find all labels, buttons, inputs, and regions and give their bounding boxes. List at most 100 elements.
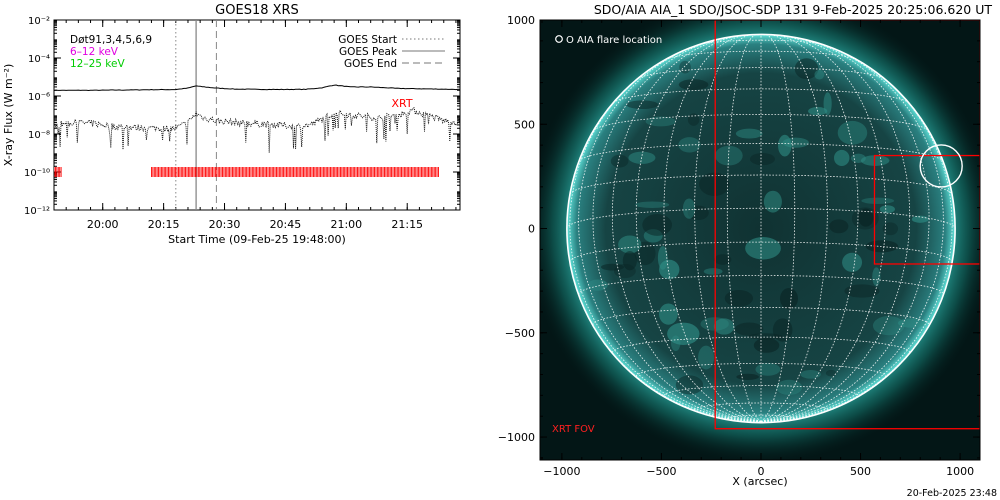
- solar-surface-patch: [755, 363, 781, 376]
- solar-surface-patch: [659, 259, 680, 280]
- solar-surface-patch: [715, 145, 743, 166]
- goes-legend-right-label: GOES Start: [338, 34, 397, 46]
- aia-y-tick-label: 1000: [507, 14, 535, 27]
- goes-y-tick-label: 10⁻¹⁰: [24, 168, 50, 179]
- solar-surface-patch: [713, 254, 732, 265]
- solar-surface-patch: [837, 120, 868, 145]
- aia-x-axis: −1000 −500 0 500 1000: [541, 20, 981, 478]
- grid-longitude-line: [760, 34, 859, 422]
- goes-x-tick-label: 20:15: [148, 218, 180, 231]
- grid-longitude-line: [578, 42, 762, 422]
- solar-surface-patch: [778, 134, 792, 157]
- solar-surface-patch: [622, 251, 637, 271]
- solar-surface-patch: [842, 252, 863, 272]
- grid-latitude-line: [578, 142, 944, 162]
- grid-longitude-line: [760, 35, 887, 422]
- solar-surface-patch: [675, 375, 704, 395]
- solar-surface-patch: [713, 318, 735, 335]
- goes-x-tick-label: 21:00: [330, 218, 362, 231]
- aia-y-tick-label: −1000: [498, 431, 535, 444]
- aia-y-axis: 1000 500 0 −500 −1000: [498, 14, 980, 459]
- solar-surface-patch: [678, 79, 709, 91]
- solar-surface-patch: [776, 379, 803, 395]
- solar-surface-patch: [780, 287, 798, 310]
- aia-y-tick-label: 0: [528, 223, 535, 236]
- grid-longitude-line: [760, 34, 828, 422]
- solar-surface-patch: [861, 197, 895, 205]
- solar-surface-patch: [635, 201, 670, 208]
- solar-surface-patch: [643, 229, 663, 243]
- solar-surface-patch: [763, 190, 782, 213]
- solar-surface-patch: [736, 373, 760, 380]
- aia-image-panel: SDO/AIA AIA_1 SDO/JSOC-SDP 131 9-Feb-202…: [498, 2, 993, 488]
- solar-surface-patch: [587, 279, 608, 291]
- goes-x-tick-label: 21:15: [391, 218, 423, 231]
- solar-surface-patch: [879, 205, 895, 214]
- goes-legend-left-item: 12–25 keV: [70, 58, 125, 70]
- solar-surface-patch: [667, 322, 700, 345]
- goes-y-tick-label: 10⁻²: [28, 16, 50, 27]
- grid-longitude-line: [694, 34, 762, 422]
- goes-x-tick-label: 20:30: [209, 218, 241, 231]
- goes-legend-left-item: Døt91,3,4,5,6,9: [70, 34, 152, 46]
- solar-surface-patch: [753, 337, 780, 353]
- grid-longitude-line: [569, 64, 762, 422]
- grid-latitude-line: [697, 39, 825, 46]
- goes-series: [54, 84, 460, 153]
- goes-y-tick-label: 10⁻⁶: [28, 92, 50, 103]
- solar-surface-patch: [858, 208, 874, 227]
- goes-x-tick-label: 20:45: [270, 218, 302, 231]
- goes-x-axis: 20:00 20:15 20:30 20:45 21:00 21:15: [53, 20, 457, 231]
- grid-longitude-line: [760, 37, 930, 422]
- solar-surface-patch: [626, 100, 659, 110]
- solar-surface-patch: [782, 137, 809, 148]
- solar-surface-patch: [860, 155, 890, 166]
- goes-y-tick-label: 10⁻⁸: [28, 130, 50, 141]
- aia-y-tick-label: 500: [514, 118, 535, 131]
- grid-longitude-line: [611, 36, 762, 422]
- aia-x-tick-label: 500: [850, 465, 871, 478]
- grid-longitude-line: [760, 34, 796, 422]
- goes-legend-right-label: GOES Peak: [339, 46, 398, 58]
- goes-y-axis-label: X-ray Flux (W m⁻²): [2, 64, 15, 166]
- goes-chart-title: GOES18 XRS: [215, 3, 299, 18]
- aia-y-tick-label: −500: [505, 327, 535, 340]
- goes-series-short: [54, 107, 460, 153]
- grid-longitude-line: [592, 37, 762, 422]
- goes-xrs-panel: GOES18 XRS 10⁻² 10⁻⁴ 10⁻⁶ 10⁻⁸ 10⁻¹⁰ 10⁻¹² 20…: [2, 3, 461, 246]
- aia-x-tick-label: −500: [646, 465, 676, 478]
- solar-surface-patch: [698, 345, 715, 370]
- xrt-coverage-marks: [54, 167, 439, 177]
- xrt-fov-box: [714, 20, 980, 430]
- solar-surface-patch: [872, 267, 881, 286]
- solar-surface-patch: [872, 316, 905, 336]
- goes-event-lines: [175, 20, 217, 210]
- grid-latitude-line: [694, 402, 828, 411]
- solar-surface-patch: [645, 116, 676, 127]
- grid-longitude-line: [726, 34, 762, 422]
- goes-y-axis: 10⁻² 10⁻⁴ 10⁻⁶ 10⁻⁸ 10⁻¹⁰ 10⁻¹²: [24, 16, 460, 217]
- solar-surface-patch: [800, 369, 821, 379]
- solar-surface-patch: [844, 284, 880, 298]
- solar-surface-patch: [911, 215, 929, 223]
- footer-timestamp: 20-Feb-2025 23:48: [907, 488, 997, 499]
- solar-surface-patch: [882, 222, 899, 236]
- aia-x-tick-label: 0: [757, 465, 764, 478]
- aia-legend-label: O AIA flare location: [566, 35, 662, 46]
- solar-surface-patch: [724, 290, 754, 307]
- solar-surface-patch: [825, 369, 837, 377]
- solar-surface-patch: [833, 149, 850, 167]
- goes-legend-left-item: 6–12 keV: [70, 46, 119, 58]
- xrt-label: XRT: [391, 97, 412, 110]
- solar-surface-patch: [600, 263, 624, 271]
- solar-surface-patch: [865, 240, 899, 253]
- solar-surface-patch: [735, 128, 763, 139]
- goes-y-tick-label: 10⁻⁴: [28, 54, 50, 65]
- grid-longitude-line: [760, 42, 944, 422]
- solar-surface-patch: [851, 207, 879, 230]
- solar-surface-patch: [687, 113, 700, 126]
- solar-surface-patch: [703, 268, 723, 275]
- goes-plot-frame: [53, 19, 461, 211]
